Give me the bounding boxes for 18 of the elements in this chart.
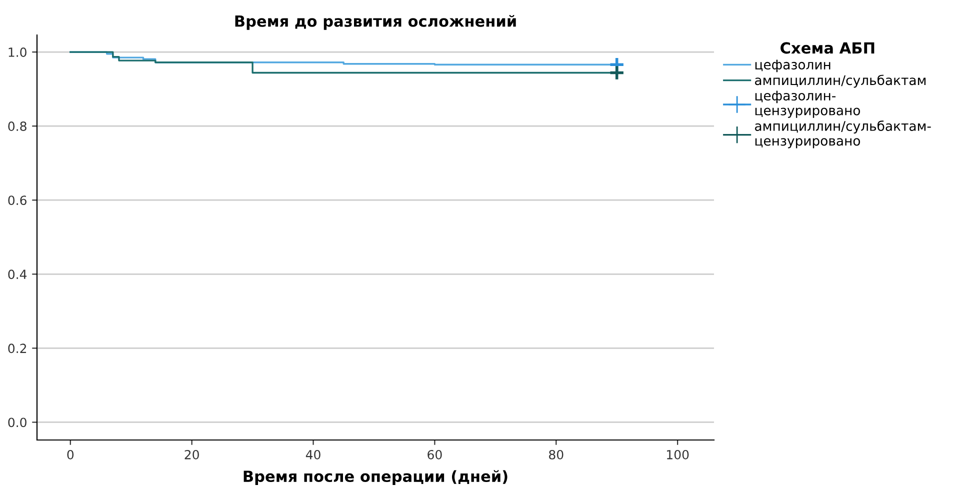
y-tick-label: 0.0	[8, 418, 26, 428]
y-tick-label: 0.4	[8, 270, 27, 280]
legend-title: Схема АБП	[780, 42, 874, 54]
x-tick-label: 80	[549, 450, 564, 460]
legend-label: цефазолин	[755, 60, 830, 72]
x-tick-label: 0	[67, 450, 74, 460]
chart-title: Время до развития осложнений	[235, 14, 516, 30]
x-tick-label: 40	[306, 450, 320, 460]
y-tick-label: 0.2	[8, 344, 26, 354]
x-axis-title: Время после операции (дней)	[244, 470, 508, 486]
legend-label: ампициллин/сульбактам- цензурировано	[755, 120, 931, 148]
y-tick-label: 1.0	[8, 48, 26, 57]
x-tick-label: 20	[184, 450, 199, 460]
legend-label: ампициллин/сульбактам	[755, 74, 926, 88]
y-tick-label: 0.6	[8, 196, 26, 206]
x-tick-label: 100	[667, 450, 689, 460]
y-tick-label: 0.8	[8, 122, 26, 131]
x-tick-label: 60	[428, 450, 442, 460]
